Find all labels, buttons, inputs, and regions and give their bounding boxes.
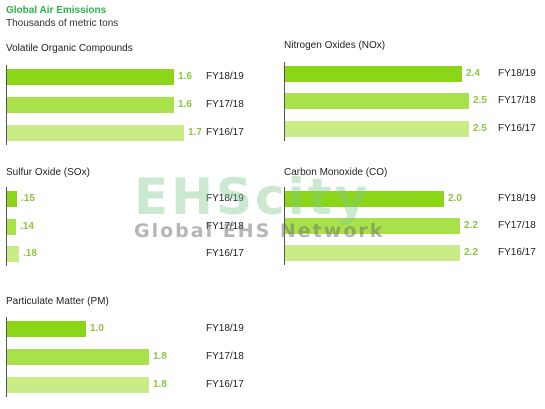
category-label: FY18/19 (206, 323, 244, 334)
data-label: 1.7 (188, 127, 202, 138)
bar-fy17-18 (7, 97, 174, 113)
category-label: FY16/17 (498, 123, 536, 134)
panel-voc: Volatile Organic Compounds 1.6 FY18/19 1.6 F… (6, 43, 268, 147)
data-label: 1.0 (90, 323, 104, 334)
bar-fy17-18 (7, 219, 16, 235)
category-label: FY18/19 (498, 193, 536, 204)
data-label: 2.2 (464, 220, 478, 231)
panel-pm: Particulate Matter (PM) 1.0 FY18/19 1.8 FY17… (6, 296, 268, 400)
data-label: 1.6 (178, 71, 192, 82)
category-label: FY17/18 (498, 95, 536, 106)
data-label: .14 (20, 221, 34, 232)
bar-fy17-18 (7, 349, 149, 365)
panel-nox: Nitrogen Oxides (NOx) 2.4 FY18/19 2.5 FY17/1… (284, 40, 542, 144)
data-label: 1.8 (153, 379, 167, 390)
data-label: 2.4 (466, 68, 480, 79)
axis-line (6, 317, 7, 397)
category-label: FY17/18 (206, 99, 244, 110)
axis-line (284, 62, 285, 141)
category-label: FY16/17 (206, 248, 244, 259)
data-label: 1.8 (153, 351, 167, 362)
bar-fy17-18 (285, 93, 469, 109)
category-label: FY17/18 (498, 220, 536, 231)
bar-fy18-19 (7, 191, 17, 207)
data-label: .15 (21, 193, 35, 204)
panel-title: Volatile Organic Compounds (6, 43, 133, 54)
data-label: 2.0 (448, 193, 462, 204)
category-label: FY16/17 (498, 247, 536, 258)
chart-subtitle: Thousands of metric tons (6, 18, 119, 29)
bar-fy16-17 (285, 121, 469, 137)
bar-fy16-17 (7, 125, 184, 141)
category-label: FY17/18 (206, 351, 244, 362)
bar-fy18-19 (7, 69, 174, 85)
bar-fy18-19 (7, 321, 86, 337)
category-label: FY18/19 (206, 71, 244, 82)
category-label: FY16/17 (206, 379, 244, 390)
category-label: FY18/19 (206, 193, 244, 204)
bar-fy17-18 (285, 218, 460, 234)
axis-line (6, 65, 7, 145)
bar-fy16-17 (285, 245, 460, 261)
data-label: .18 (23, 248, 37, 259)
category-label: FY17/18 (206, 221, 244, 232)
category-label: FY16/17 (206, 127, 244, 138)
axis-line (6, 187, 7, 266)
category-label: FY18/19 (498, 68, 536, 79)
bar-fy18-19 (285, 66, 462, 82)
panel-title: Nitrogen Oxides (NOx) (284, 40, 386, 51)
data-label: 2.5 (473, 123, 487, 134)
axis-line (284, 187, 285, 265)
chart-title: Global Air Emissions (6, 5, 107, 16)
panel-title: Carbon Monoxide (CO) (284, 167, 388, 178)
panel-co: Carbon Monoxide (CO) 2.0 FY18/19 2.2 FY17/18… (284, 167, 542, 271)
data-label: 1.6 (178, 99, 192, 110)
panel-title: Sulfur Oxide (SOx) (6, 167, 90, 178)
data-label: 2.2 (464, 247, 478, 258)
panel-sox: Sulfur Oxide (SOx) .15 FY18/19 .14 FY17/18 .1… (6, 167, 268, 271)
data-label: 2.5 (473, 95, 487, 106)
bar-fy16-17 (7, 246, 19, 262)
panel-title: Particulate Matter (PM) (6, 296, 109, 307)
bar-fy16-17 (7, 377, 149, 393)
bar-fy18-19 (285, 191, 444, 207)
